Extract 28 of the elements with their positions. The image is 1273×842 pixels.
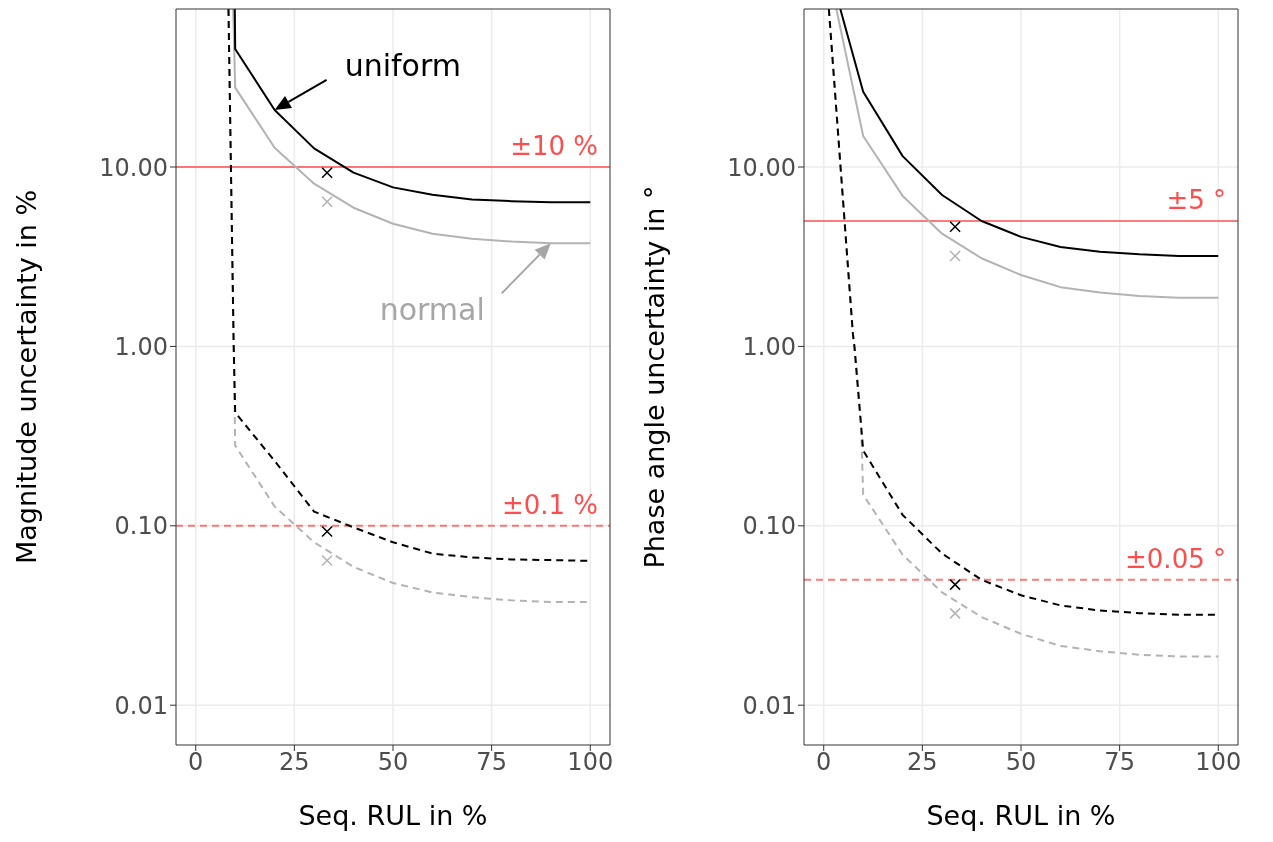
y-axis-title: Phase angle uncertainty in ° — [638, 185, 670, 569]
y-tick-label: 0.10 — [742, 512, 796, 541]
ref-line-label: ±0.05 ° — [1125, 543, 1226, 574]
y-tick-label: 0.01 — [114, 691, 168, 720]
y-tick-label: 0.10 — [114, 512, 168, 541]
x-axis-title: Seq. RUL in % — [298, 800, 488, 831]
ref-line-label: ±5 ° — [1166, 185, 1226, 216]
x-tick-label: 0 — [816, 748, 832, 777]
x-tick-label: 100 — [1195, 748, 1242, 777]
ref-line-label: ±10 % — [510, 131, 598, 162]
x-tick-label: 25 — [279, 748, 310, 777]
ref-line-label: ±0.1 % — [501, 489, 598, 520]
y-tick-label: 10.00 — [99, 153, 168, 182]
x-axis-title: Seq. RUL in % — [926, 800, 1116, 831]
y-tick-label: 0.01 — [742, 691, 796, 720]
x-tick-label: 50 — [1005, 748, 1037, 777]
x-tick-label: 75 — [1104, 748, 1135, 777]
annotation: normal — [379, 291, 485, 327]
annotation: uniform — [344, 48, 461, 84]
x-tick-label: 25 — [907, 748, 938, 777]
y-tick-label: 1.00 — [114, 332, 168, 361]
y-axis-title: Magnitude uncertainty in % — [10, 189, 42, 565]
x-tick-label: 75 — [476, 748, 507, 777]
y-tick-label: 10.00 — [727, 153, 796, 182]
x-tick-label: 50 — [377, 748, 409, 777]
y-tick-label: 1.00 — [742, 332, 796, 361]
x-tick-label: 0 — [188, 748, 204, 777]
x-tick-label: 100 — [567, 748, 614, 777]
